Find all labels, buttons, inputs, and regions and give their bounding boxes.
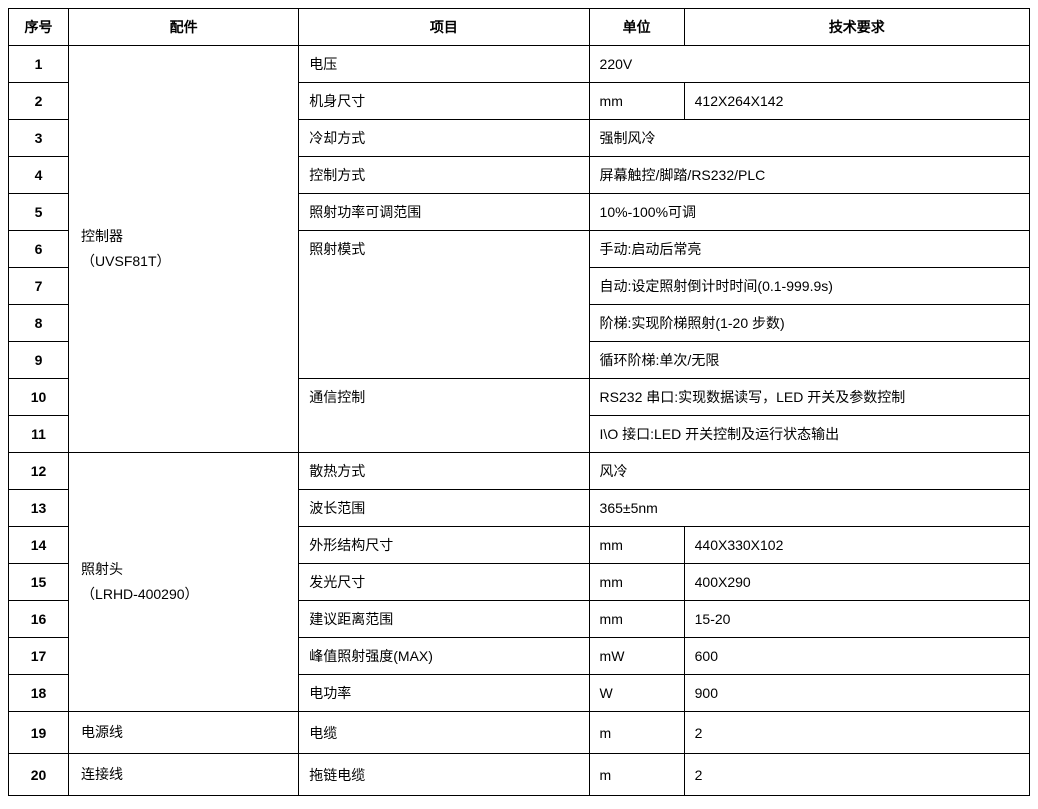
unit-cell: m [589,712,684,754]
req-cell: 220V [589,46,1029,83]
table-row: 20 连接线 拖链电缆 m 2 [9,754,1030,796]
item-cell: 外形结构尺寸 [299,527,589,564]
component-powerline: 电源线 [69,712,299,754]
req-cell: 阶梯:实现阶梯照射(1-20 步数) [589,305,1029,342]
seq-cell: 8 [9,305,69,342]
seq-cell: 9 [9,342,69,379]
unit-cell: mm [589,527,684,564]
seq-cell: 5 [9,194,69,231]
item-cell: 机身尺寸 [299,83,589,120]
seq-cell: 4 [9,157,69,194]
item-cell: 控制方式 [299,157,589,194]
header-unit: 单位 [589,9,684,46]
table-row: 12 照射头 （LRHD-400290） 散热方式 风冷 [9,453,1030,490]
unit-cell: mm [589,601,684,638]
unit-cell: mm [589,83,684,120]
item-cell: 电功率 [299,675,589,712]
header-row: 序号 配件 项目 单位 技术要求 [9,9,1030,46]
seq-cell: 20 [9,754,69,796]
table-row: 19 电源线 电缆 m 2 [9,712,1030,754]
component-connectline: 连接线 [69,754,299,796]
head-model: （LRHD-400290） [81,586,199,602]
seq-cell: 18 [9,675,69,712]
item-cell: 照射功率可调范围 [299,194,589,231]
item-cell: 发光尺寸 [299,564,589,601]
seq-cell: 1 [9,46,69,83]
header-requirement: 技术要求 [684,9,1029,46]
seq-cell: 17 [9,638,69,675]
component-head: 照射头 （LRHD-400290） [69,453,299,712]
item-cell: 通信控制 [299,379,589,453]
req-cell: 412X264X142 [684,83,1029,120]
item-cell: 照射模式 [299,231,589,379]
seq-cell: 12 [9,453,69,490]
item-cell: 建议距离范围 [299,601,589,638]
req-cell: I\O 接口:LED 开关控制及运行状态输出 [589,416,1029,453]
seq-cell: 16 [9,601,69,638]
item-cell: 波长范围 [299,490,589,527]
item-cell: 散热方式 [299,453,589,490]
table-row: 1 控制器 （UVSF81T） 电压 220V [9,46,1030,83]
req-cell: 循环阶梯:单次/无限 [589,342,1029,379]
unit-cell: W [589,675,684,712]
unit-cell: m [589,754,684,796]
req-cell: RS232 串口:实现数据读写，LED 开关及参数控制 [589,379,1029,416]
req-cell: 400X290 [684,564,1029,601]
req-cell: 15-20 [684,601,1029,638]
item-cell: 电压 [299,46,589,83]
req-cell: 自动:设定照射倒计时时间(0.1-999.9s) [589,268,1029,305]
item-cell: 峰值照射强度(MAX) [299,638,589,675]
req-cell: 440X330X102 [684,527,1029,564]
seq-cell: 11 [9,416,69,453]
head-name: 照射头 [81,561,123,577]
req-cell: 风冷 [589,453,1029,490]
req-cell: 10%-100%可调 [589,194,1029,231]
seq-cell: 15 [9,564,69,601]
controller-model: （UVSF81T） [81,253,170,269]
req-cell: 365±5nm [589,490,1029,527]
seq-cell: 19 [9,712,69,754]
header-seq: 序号 [9,9,69,46]
seq-cell: 10 [9,379,69,416]
req-cell: 600 [684,638,1029,675]
seq-cell: 3 [9,120,69,157]
req-cell: 手动:启动后常亮 [589,231,1029,268]
req-cell: 屏幕触控/脚踏/RS232/PLC [589,157,1029,194]
req-cell: 2 [684,712,1029,754]
seq-cell: 7 [9,268,69,305]
req-cell: 900 [684,675,1029,712]
item-cell: 冷却方式 [299,120,589,157]
unit-cell: mW [589,638,684,675]
unit-cell: mm [589,564,684,601]
item-cell: 拖链电缆 [299,754,589,796]
header-item: 项目 [299,9,589,46]
req-cell: 2 [684,754,1029,796]
req-cell: 强制风冷 [589,120,1029,157]
seq-cell: 2 [9,83,69,120]
item-cell: 电缆 [299,712,589,754]
controller-name: 控制器 [81,228,123,244]
header-component: 配件 [69,9,299,46]
spec-table: 序号 配件 项目 单位 技术要求 1 控制器 （UVSF81T） 电压 220V… [8,8,1030,796]
component-controller: 控制器 （UVSF81T） [69,46,299,453]
seq-cell: 6 [9,231,69,268]
seq-cell: 13 [9,490,69,527]
seq-cell: 14 [9,527,69,564]
